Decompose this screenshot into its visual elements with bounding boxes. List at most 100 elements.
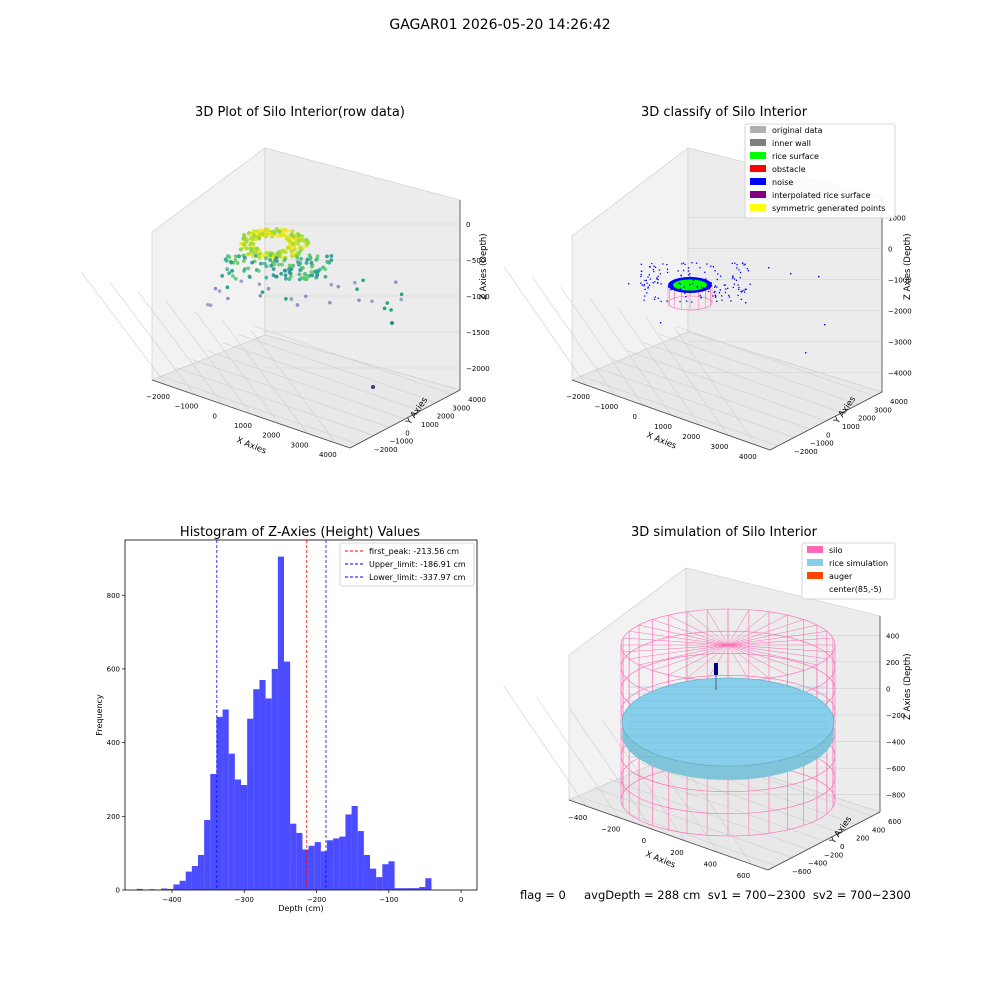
classify-noise-point [714,270,716,272]
classify-noise-point [736,267,738,269]
grid-line [159,375,358,445]
x-tick-label: −1000 [175,403,199,411]
classify-noise-point [654,266,657,268]
classify-noise-point [647,287,649,289]
histogram-bar [198,855,205,890]
histogram-x-tick-label: −400 [162,896,181,904]
raw-point [242,234,247,239]
classify-noise-point [628,283,630,285]
silo-roof-line [623,637,729,646]
z-tick-label: 0 [466,221,470,229]
classify-noise-point [679,288,682,290]
raw-point [353,280,357,285]
raw-point [264,275,269,280]
histogram-bar [136,888,143,890]
raw-point [254,231,259,236]
raw-point [256,236,262,241]
raw-point [230,268,234,273]
classify-legend: original data inner wall rice surface obsta… [744,123,896,219]
raw-point [289,267,294,272]
grid-line [588,296,672,416]
raw-point [327,260,332,265]
raw-point [295,254,299,259]
z-tick-label: −1000 [888,277,912,285]
grid-line [608,779,809,850]
classify-noise-point [678,282,680,284]
raw-point [245,252,250,257]
grid-line [595,367,795,438]
classify-noise-point [721,295,723,297]
classify-noise-point [670,288,672,290]
raw-point [263,256,268,261]
raw-point [361,278,365,283]
raw-point [248,233,253,238]
silo-roof-line [727,644,818,666]
histogram-bar [253,689,260,890]
classify-noise-point [717,273,719,275]
histogram-bar [241,785,248,890]
raw-point [336,284,341,289]
grid-line [250,329,337,444]
classify-noise-point [743,264,745,266]
grid-line [659,334,859,405]
grid-line [675,325,875,397]
raw-point [304,294,308,299]
classify-noise-point [662,263,664,265]
classify-noise-point [824,324,826,326]
histogram-bar [327,840,334,890]
silo-roof-line [727,619,804,646]
raw-point [284,276,288,281]
silo-roof-line [727,630,827,646]
classify-noise-point [683,278,685,280]
raw-point [389,308,393,312]
classify-noise-point [657,297,659,299]
classify-noise-point [714,285,717,287]
histogram-bar [357,831,364,890]
legend-swatch [807,572,823,579]
legend-label: interpolated rice surface [772,191,870,200]
histogram-bar [284,661,291,890]
classify-noise-point [684,263,686,266]
legend-swatch [750,165,766,172]
classify-noise-point [749,283,751,285]
raw-point [282,268,287,273]
classify-noise-point [651,262,653,265]
raw-point [247,275,252,279]
silo-roof-line [652,644,729,671]
classify-noise-point [725,288,727,290]
raw-point [241,259,246,263]
classify-noise-point [747,270,750,272]
histogram-bar [234,779,242,890]
classify-noise-point [693,277,696,279]
classify-noise-point [710,265,712,267]
histogram-y-label: Frequency [95,694,104,736]
classify-noise-point [666,271,669,274]
x-tick-label: −2000 [146,393,170,401]
grid-line [602,720,686,842]
y-tick-label: 4000 [468,396,486,404]
classify-noise-point [731,277,734,279]
legend-label: center(85,-5) [829,585,882,594]
y-tick-label: −200 [824,851,843,859]
classify-noise-point [666,300,668,302]
classify-noise-point [737,284,739,286]
raw-3d-panel: 3D Plot of Silo Interior(row data) −2000… [80,105,490,459]
z-tick-label: −500 [466,257,485,265]
legend-swatch [750,204,766,211]
y-tick-label: 2000 [858,415,876,423]
classify-noise-point [716,300,718,303]
raw-point [260,231,265,237]
classify-noise-point [727,287,729,289]
legend-swatch [750,191,766,198]
legend-label: symmetric generated points [772,204,885,213]
classify-noise-point [672,288,674,290]
classify-noise-point [689,273,691,275]
z-tick-label: 1000 [888,215,906,223]
grid-line [643,342,843,413]
histogram-x-tick-label: −300 [235,896,254,904]
raw-point [289,296,294,301]
silo-roof-line [638,644,729,666]
y-tick-label: 0 [405,429,409,437]
raw-point [315,269,319,274]
